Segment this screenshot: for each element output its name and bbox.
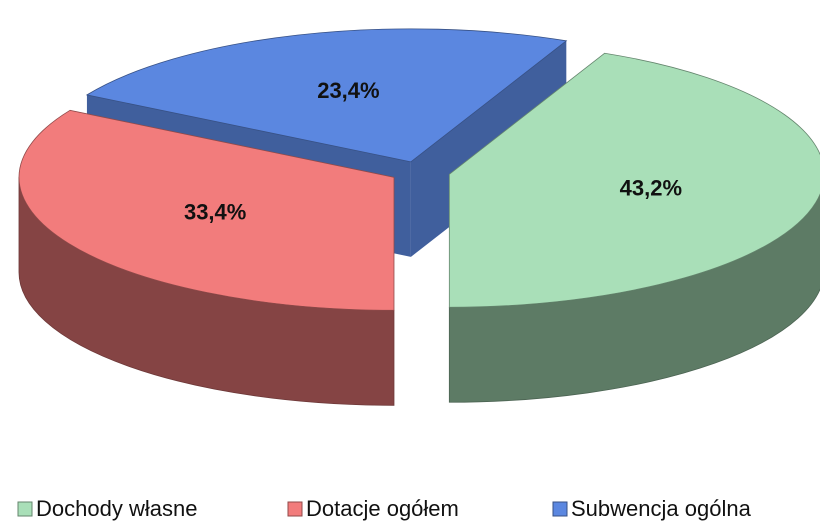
slice	[18, 109, 395, 311]
value-label: 33,4%	[184, 200, 246, 225]
legend-label: Subwencja ogólna	[571, 496, 752, 521]
slice	[85, 28, 568, 163]
legend-label: Dochody własne	[36, 496, 197, 521]
legend-swatch	[287, 501, 303, 517]
legend-label: Dotacje ogółem	[306, 496, 459, 521]
value-label: 43,2%	[620, 176, 682, 201]
slice	[448, 52, 820, 308]
legend-swatch	[552, 501, 568, 517]
value-label: 23,4%	[317, 78, 379, 103]
legend-swatch	[17, 501, 33, 517]
